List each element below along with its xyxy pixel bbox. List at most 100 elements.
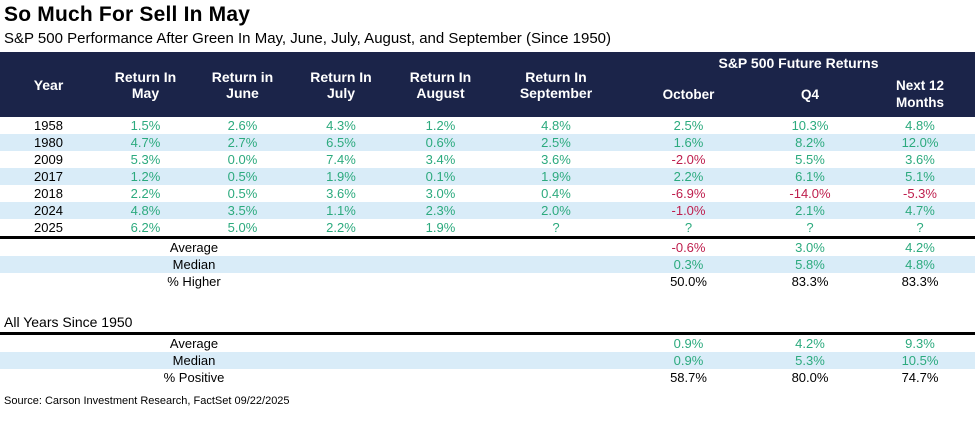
- value-cell: ?: [552, 220, 560, 236]
- summary-row--positive: % Positive 58.7% 80.0% 74.7%: [0, 369, 975, 386]
- value-cell: 7.4%: [326, 152, 356, 168]
- value-cell: ?: [684, 220, 693, 236]
- summary-row-average: Average 0.9% 4.2% 9.3%: [0, 335, 975, 352]
- source-text: Source: Carson Investment Research, Fact…: [4, 394, 290, 407]
- column-header-october: October: [622, 73, 755, 118]
- value-cell: 5.3%: [130, 152, 161, 168]
- empty-cell: [490, 236, 622, 257]
- summary-label: Median: [97, 351, 291, 369]
- value-cell: 2.2%: [130, 186, 161, 202]
- value-cell: 4.3%: [326, 118, 356, 134]
- summary-label: % Positive: [163, 369, 225, 385]
- value-cell: 0.1%: [391, 168, 490, 186]
- empty-cell: [391, 273, 490, 290]
- table-row-1958: 1958 1.5% 2.6% 4.3% 1.2% 4.8% 2.5% 10.3% 4.8%: [0, 117, 975, 134]
- summary-rows: Average -0.6% 3.0% 4.2% Median 0.3% 5.8% 4.8%% …: [0, 236, 975, 291]
- value-cell: 0.5%: [227, 186, 258, 202]
- empty-cell: [490, 335, 622, 352]
- value-cell: 6.1%: [755, 168, 865, 186]
- empty-cell: [0, 335, 97, 352]
- value-cell: 3.0%: [425, 186, 456, 202]
- summary-label: Average: [169, 335, 219, 351]
- year-cell: 1980: [0, 134, 97, 152]
- value-cell: 9.3%: [905, 335, 935, 351]
- summary-row-average: Average -0.6% 3.0% 4.2%: [0, 236, 975, 257]
- summary-label: Average: [97, 236, 291, 257]
- value-cell: 1.2%: [97, 168, 194, 186]
- value-cell: 1.9%: [425, 220, 456, 236]
- empty-cell: [391, 351, 490, 369]
- column-header-return-august: Return In August: [391, 52, 490, 118]
- group-header-future-returns: S&P 500 Future Returns: [622, 52, 975, 74]
- value-cell: 4.7%: [865, 202, 975, 220]
- value-cell: 2.3%: [391, 202, 490, 220]
- value-cell: 10.3%: [791, 118, 829, 134]
- group-header-row: Year Return In May Return in June Return…: [0, 52, 975, 118]
- year-cell: 2024: [0, 202, 97, 220]
- empty-cell: [490, 351, 622, 369]
- year-rows: 1958 1.5% 2.6% 4.3% 1.2% 4.8% 2.5% 10.3% 4.8% 198…: [0, 117, 975, 238]
- section-label-all-years: All Years Since 1950: [0, 312, 975, 335]
- value-cell: -2.0%: [671, 152, 706, 168]
- table-row-2018: 2018 2.2% 0.5% 3.6% 3.0% 0.4% -6.9% -14.0% -5.3%: [0, 185, 975, 202]
- value-cell: 4.2%: [795, 335, 825, 351]
- value-cell: 58.7%: [670, 369, 707, 385]
- value-cell: 3.5%: [194, 202, 291, 220]
- empty-cell: [391, 256, 490, 274]
- value-cell: -0.6%: [622, 236, 755, 257]
- returns-table: Year Return In May Return in June Return…: [0, 52, 975, 290]
- empty-cell: [0, 369, 97, 386]
- page-title: So Much For Sell In May: [4, 3, 251, 26]
- empty-cell: [0, 236, 97, 257]
- empty-cell: [490, 273, 622, 290]
- value-cell: 4.8%: [905, 118, 935, 134]
- table-row-2024: 2024 4.8% 3.5% 1.1% 2.3% 2.0% -1.0% 2.1% 4.7%: [0, 202, 975, 220]
- value-cell: 0.5%: [194, 168, 291, 186]
- value-cell: 4.2%: [865, 236, 975, 257]
- value-cell: -6.9%: [671, 186, 706, 202]
- columns-header-row: October Q4 Next 12 Months: [0, 73, 975, 118]
- value-cell: 2.2%: [622, 168, 755, 186]
- value-cell: 2.5%: [490, 134, 622, 152]
- table-row-2017: 2017 1.2% 0.5% 1.9% 0.1% 1.9% 2.2% 6.1% 5.1%: [0, 168, 975, 186]
- column-header-return-june: Return in June: [194, 52, 291, 118]
- value-cell: 83.3%: [791, 274, 829, 290]
- value-cell: 0.9%: [622, 351, 755, 369]
- empty-cell: [490, 369, 622, 386]
- value-cell: 3.6%: [541, 152, 571, 168]
- summary-row-median: Median 0.9% 5.3% 10.5%: [0, 351, 975, 369]
- column-header-q4: Q4: [755, 73, 865, 118]
- value-cell: 83.3%: [901, 274, 939, 290]
- value-cell: 5.8%: [755, 256, 865, 274]
- value-cell: 2.5%: [673, 118, 704, 134]
- empty-cell: [0, 256, 97, 274]
- value-cell: 2.2%: [326, 220, 356, 236]
- value-cell: 4.8%: [865, 256, 975, 274]
- year-cell: 2017: [0, 168, 97, 186]
- all-years-summary-rows: Average 0.9% 4.2% 9.3% Median 0.9% 5.3% 10.5%% …: [0, 335, 975, 386]
- value-cell: 5.3%: [755, 351, 865, 369]
- empty-cell: [291, 273, 391, 290]
- value-cell: 2.0%: [490, 202, 622, 220]
- value-cell: -5.3%: [903, 186, 937, 202]
- value-cell: 1.9%: [291, 168, 391, 186]
- value-cell: 80.0%: [791, 369, 829, 385]
- value-cell: 3.4%: [425, 152, 456, 168]
- value-cell: 0.3%: [622, 256, 755, 274]
- year-cell: 2009: [34, 152, 63, 168]
- empty-cell: [291, 256, 391, 274]
- value-cell: 3.6%: [326, 186, 356, 202]
- column-header-return-july: Return In July: [291, 52, 391, 118]
- empty-cell: [490, 256, 622, 274]
- empty-cell: [0, 351, 97, 369]
- table-header: Year Return In May Return in June Return…: [0, 52, 975, 118]
- value-cell: 8.2%: [755, 134, 865, 152]
- value-cell: ?: [916, 220, 924, 236]
- value-cell: 10.5%: [865, 351, 975, 369]
- value-cell: 1.5%: [130, 118, 161, 134]
- column-header-return-may: Return In May: [97, 52, 194, 118]
- column-header-next-12-months: Next 12 Months: [865, 73, 975, 118]
- value-cell: 0.9%: [673, 335, 704, 351]
- value-cell: ?: [806, 220, 814, 236]
- all-years-table: Average 0.9% 4.2% 9.3% Median 0.9% 5.3% 10.5%% …: [0, 335, 975, 386]
